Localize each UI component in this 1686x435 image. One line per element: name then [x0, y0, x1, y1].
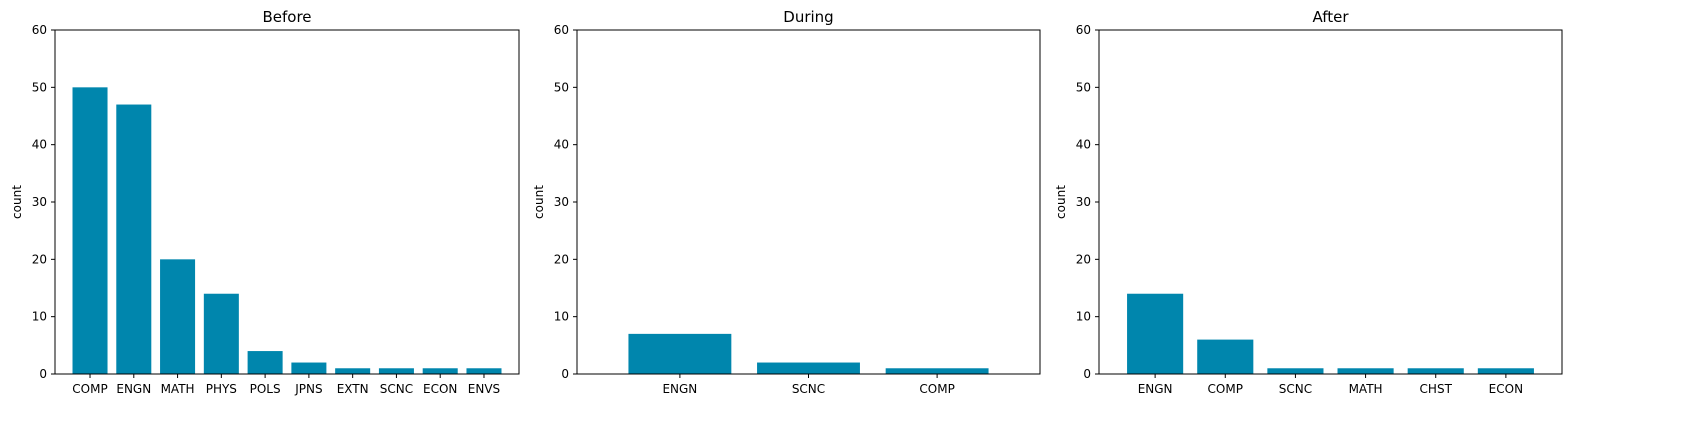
bar-math	[160, 259, 196, 374]
bar-engn	[628, 333, 732, 374]
y-tick-label: 0	[39, 367, 47, 381]
bar-engn	[1127, 293, 1184, 374]
x-tick-label: CHST	[1420, 382, 1453, 396]
x-tick-label: PHYS	[206, 382, 237, 396]
x-tick-label: COMP	[919, 382, 954, 396]
bar-econ	[422, 368, 458, 374]
y-tick-label: 50	[32, 80, 47, 94]
chart-title: During	[783, 8, 833, 26]
x-tick-label: ENGN	[1138, 382, 1173, 396]
chart-title: Before	[262, 8, 311, 26]
y-tick-label: 0	[1083, 367, 1091, 381]
bar-econ	[1477, 368, 1534, 374]
y-tick-label: 40	[554, 138, 569, 152]
x-tick-label: EXTN	[337, 382, 369, 396]
y-axis-label: count	[10, 185, 24, 219]
x-tick-label: SCNC	[1279, 382, 1312, 396]
x-tick-label: COMP	[1208, 382, 1243, 396]
x-tick-label: ECON	[423, 382, 457, 396]
y-axis-label: count	[1054, 185, 1068, 219]
x-tick-label: SCNC	[792, 382, 825, 396]
bar-comp	[1197, 339, 1254, 374]
x-tick-label: SCNC	[380, 382, 413, 396]
bar-jpns	[291, 362, 327, 374]
x-tick-label: MATH	[1349, 382, 1383, 396]
y-tick-label: 20	[554, 252, 569, 266]
y-tick-label: 10	[32, 310, 47, 324]
x-tick-label: ENGN	[662, 382, 697, 396]
x-tick-label: JPNS	[294, 382, 322, 396]
bar-scnc	[757, 362, 860, 374]
y-tick-label: 60	[554, 23, 569, 37]
bar-comp	[72, 87, 108, 374]
bar-scnc	[1267, 368, 1324, 374]
bar-math	[1337, 368, 1394, 374]
chart-panel-1: ENGN SCNC COMP 0 10 20 30 40 50 60 During count	[532, 8, 1041, 396]
y-tick-label: 50	[1076, 80, 1091, 94]
y-tick-label: 30	[554, 195, 569, 209]
y-tick-label: 10	[1076, 310, 1091, 324]
bar-comp	[885, 368, 989, 374]
y-tick-label: 20	[32, 252, 47, 266]
y-tick-label: 60	[1076, 23, 1091, 37]
y-tick-label: 40	[32, 138, 47, 152]
bar-chst	[1407, 368, 1464, 374]
bar-phys	[203, 293, 239, 374]
bar-pols	[247, 351, 283, 374]
bar-engn	[116, 104, 152, 375]
y-tick-label: 60	[32, 23, 47, 37]
x-tick-label: ENGN	[116, 382, 151, 396]
x-tick-label: POLS	[250, 382, 281, 396]
x-tick-label: ENVS	[468, 382, 500, 396]
axes-frame	[576, 29, 1041, 375]
x-tick-label: MATH	[161, 382, 195, 396]
y-tick-label: 20	[1076, 252, 1091, 266]
y-tick-label: 30	[32, 195, 47, 209]
y-tick-label: 40	[1076, 138, 1091, 152]
chart-title: After	[1312, 8, 1349, 26]
x-tick-label: ECON	[1489, 382, 1523, 396]
y-axis-label: count	[532, 185, 546, 219]
chart-panel-0: COMP ENGN MATH PHYS POLS JPNS EXTN SCNC ECON ENVS…	[10, 8, 520, 396]
chart-panel-2: ENGN COMP SCNC MATH CHST ECON 0 10 20 30 40 50 60 Aft…	[1054, 8, 1563, 396]
y-tick-label: 0	[561, 367, 569, 381]
y-tick-label: 50	[554, 80, 569, 94]
bar-scnc	[378, 368, 414, 374]
y-tick-label: 30	[1076, 195, 1091, 209]
x-tick-label: COMP	[72, 382, 107, 396]
y-tick-label: 10	[554, 310, 569, 324]
bar-envs	[466, 368, 502, 374]
bar-extn	[335, 368, 371, 374]
